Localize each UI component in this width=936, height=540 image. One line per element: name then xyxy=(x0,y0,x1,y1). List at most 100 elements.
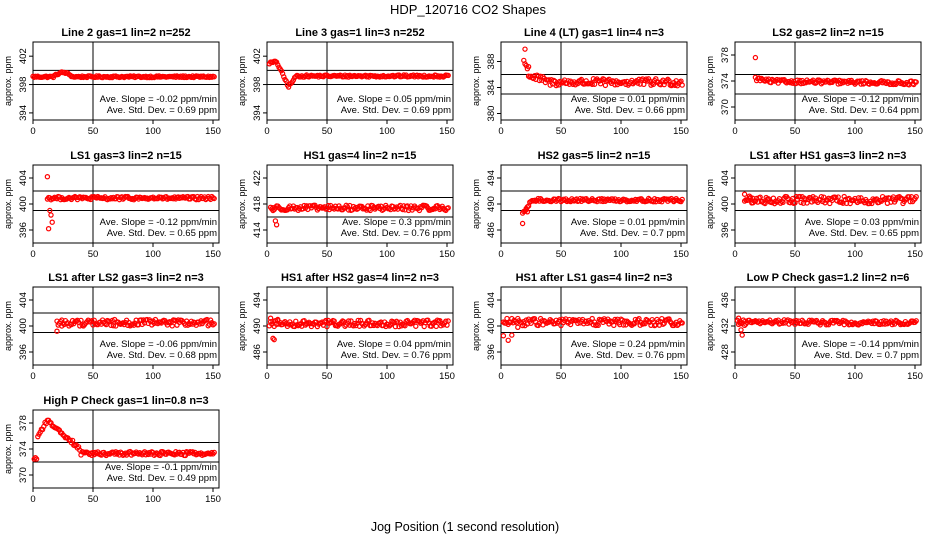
data-point xyxy=(611,322,617,329)
x-tick-label: 50 xyxy=(322,126,333,137)
slope-annotation: Ave. Slope = -0.12 ppm/min xyxy=(100,217,217,228)
scatter-points xyxy=(741,191,919,207)
y-axis-label: approx. ppm xyxy=(3,179,13,229)
y-tick-label: 388 xyxy=(486,54,497,70)
y-tick-label: 404 xyxy=(486,292,497,308)
data-point xyxy=(767,317,773,323)
data-point xyxy=(366,206,372,212)
y-tick-label: 400 xyxy=(18,196,29,212)
data-point xyxy=(595,322,601,329)
std-dev-annotation: Ave. Std. Dev. = 0.69 ppm xyxy=(107,105,217,116)
y-axis-label: approx. ppm xyxy=(471,179,481,229)
x-tick-label: 0 xyxy=(30,249,35,260)
y-tick-label: 418 xyxy=(252,196,263,212)
figure-title: HDP_120716 CO2 Shapes xyxy=(390,2,547,17)
std-dev-annotation: Ave. Std. Dev. = 0.68 ppm xyxy=(107,350,217,361)
data-point xyxy=(589,315,595,322)
data-point xyxy=(357,317,364,324)
y-tick-label: 400 xyxy=(486,318,497,334)
data-point xyxy=(281,74,287,80)
data-point xyxy=(505,337,511,343)
data-point xyxy=(835,194,841,200)
x-tick-label: 150 xyxy=(205,494,221,505)
std-dev-annotation: Ave. Std. Dev. = 0.7 ppm xyxy=(580,228,685,239)
data-point xyxy=(818,193,825,200)
y-tick-label: 396 xyxy=(720,222,731,238)
y-tick-label: 374 xyxy=(720,73,731,89)
data-point xyxy=(515,324,521,330)
panel-4: LS1 gas=3 lin=2 n=15 0 50 100 150 396 400 404 ap… xyxy=(3,150,221,260)
data-point xyxy=(913,318,919,324)
x-tick-label: 100 xyxy=(145,126,161,137)
panels: Line 2 gas=1 lin=2 n=252 0 50 100 150 394 398 4… xyxy=(3,27,923,505)
scatter-points xyxy=(44,173,217,232)
x-tick-label: 100 xyxy=(379,249,395,260)
panel-1: Line 3 gas=1 lin=3 n=252 0 50 100 150 394 398 4… xyxy=(237,27,455,137)
data-point xyxy=(737,318,743,325)
data-point xyxy=(679,320,685,326)
y-tick-label: 494 xyxy=(252,292,263,308)
x-tick-label: 50 xyxy=(88,371,99,382)
y-tick-label: 486 xyxy=(486,222,497,238)
x-tick-label: 0 xyxy=(498,249,503,260)
plot-frame xyxy=(32,41,220,121)
scatter-points xyxy=(752,54,919,88)
y-tick-label: 396 xyxy=(18,222,29,238)
y-tick-label: 400 xyxy=(18,318,29,334)
std-dev-annotation: Ave. Std. Dev. = 0.65 ppm xyxy=(809,228,919,239)
panel-title: Line 3 gas=1 lin=3 n=252 xyxy=(295,27,424,39)
data-point xyxy=(589,81,595,87)
panel-7: LS1 after HS1 gas=3 lin=2 n=3 0 50 100 150 39… xyxy=(705,150,923,260)
data-point xyxy=(110,322,117,329)
slope-annotation: Ave. Slope = 0.01 ppm/min xyxy=(571,94,685,105)
data-point xyxy=(366,317,372,324)
data-point xyxy=(636,315,642,322)
x-tick-label: 50 xyxy=(88,494,99,505)
data-point xyxy=(913,79,919,85)
data-point xyxy=(89,452,95,459)
scatter-points xyxy=(30,69,217,81)
std-dev-annotation: Ave. Std. Dev. = 0.49 ppm xyxy=(107,473,217,484)
y-axis-label: approx. ppm xyxy=(3,301,13,351)
x-tick-label: 100 xyxy=(145,371,161,382)
panel-5: HS1 gas=4 lin=2 n=15 0 50 100 150 414 418 422 ap… xyxy=(237,150,455,260)
data-point xyxy=(267,315,274,321)
data-point xyxy=(500,333,507,339)
x-tick-label: 150 xyxy=(439,371,455,382)
data-point xyxy=(44,173,51,180)
y-tick-label: 378 xyxy=(720,47,731,63)
data-point xyxy=(33,456,40,462)
y-tick-label: 398 xyxy=(252,77,263,93)
x-tick-label: 150 xyxy=(205,126,221,137)
panel-title: HS1 gas=4 lin=2 n=15 xyxy=(304,150,417,162)
y-axis-label: approx. ppm xyxy=(237,301,247,351)
data-point xyxy=(797,193,803,200)
data-point xyxy=(913,193,919,200)
scatter-points xyxy=(54,316,217,334)
y-tick-label: 432 xyxy=(720,318,731,334)
data-point xyxy=(522,46,528,52)
data-point xyxy=(845,80,851,86)
x-tick-label: 0 xyxy=(498,126,503,137)
data-point xyxy=(797,77,803,84)
data-point xyxy=(324,323,330,330)
y-axis-label: approx. ppm xyxy=(3,56,13,106)
y-tick-label: 486 xyxy=(252,344,263,360)
y-axis-label: approx. ppm xyxy=(705,301,715,351)
panel-8: LS1 after LS2 gas=3 lin=2 n=3 0 50 100 150 39… xyxy=(3,272,221,382)
panel-title: LS2 gas=2 lin=2 n=15 xyxy=(772,27,884,39)
data-point xyxy=(48,212,54,218)
x-tick-label: 0 xyxy=(732,249,737,260)
panel-title: High P Check gas=1 lin=0.8 n=3 xyxy=(43,395,208,407)
x-tick-label: 50 xyxy=(556,249,567,260)
x-tick-label: 0 xyxy=(30,126,35,137)
data-point xyxy=(765,196,772,202)
data-point xyxy=(278,68,285,74)
y-tick-label: 414 xyxy=(252,222,263,238)
data-point xyxy=(663,77,670,84)
x-tick-label: 0 xyxy=(264,371,269,382)
panel-6: HS2 gas=5 lin=2 n=15 0 50 100 150 486 490 494 ap… xyxy=(471,150,689,260)
data-point xyxy=(48,420,54,426)
x-tick-label: 50 xyxy=(88,249,99,260)
y-axis-label: approx. ppm xyxy=(705,56,715,106)
